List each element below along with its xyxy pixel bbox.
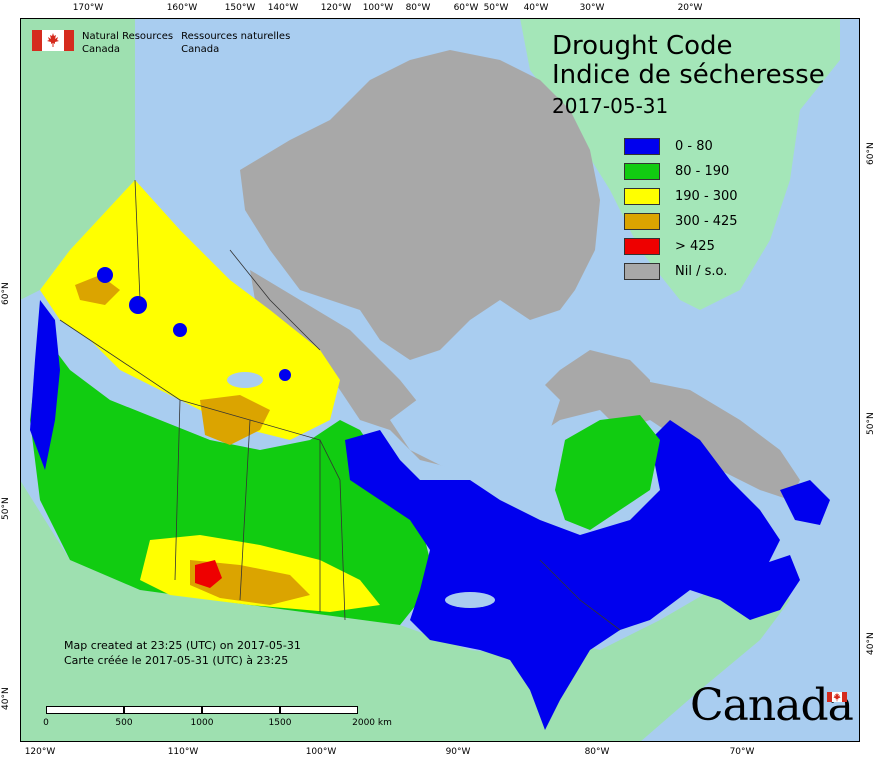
lon-label-top: 30°W	[579, 3, 605, 13]
lat-label-right: 40°N	[866, 632, 876, 655]
legend-label: Nil / s.o.	[675, 264, 728, 279]
legend-label: 300 - 425	[675, 214, 738, 229]
lat-label-left: 60°N	[1, 282, 11, 305]
lat-label-left: 40°N	[1, 687, 11, 710]
lon-label-top: 140°W	[267, 3, 299, 13]
canada-wordmark: Canada	[690, 680, 854, 731]
orange-patch-nw	[75, 275, 120, 305]
quebec-green	[555, 415, 660, 530]
legend-label: 0 - 80	[675, 139, 713, 154]
creation-note: Map created at 23:25 (UTC) on 2017-05-31…	[64, 638, 301, 668]
blue-spot-4	[279, 369, 291, 381]
labrador-nil	[640, 380, 800, 500]
lon-label-top: 120°W	[320, 3, 352, 13]
lon-label-top: 150°W	[224, 3, 256, 13]
lon-label-top: 100°W	[362, 3, 394, 13]
greenland-land	[520, 18, 840, 310]
legend-label: 80 - 190	[675, 164, 730, 179]
lon-label-bottom: 90°W	[445, 747, 471, 757]
legend-swatch	[624, 238, 660, 255]
lake-1	[227, 372, 263, 388]
legend-swatch	[624, 163, 660, 180]
legend-item: 80 - 190	[624, 159, 738, 184]
province-borders	[59, 179, 621, 631]
nrcan-signature: Natural Resources Canada Ressources natu…	[32, 30, 290, 56]
legend-item: 190 - 300	[624, 184, 738, 209]
agency-name-en-line1: Natural Resources	[82, 31, 174, 42]
lon-label-bottom: 80°W	[584, 747, 610, 757]
wordmark-flag-icon	[827, 692, 847, 702]
lon-label-bottom: 110°W	[167, 747, 199, 757]
arctic-islands	[240, 50, 600, 360]
bc-coast-blue	[30, 300, 60, 470]
blue-spot-3	[173, 323, 187, 337]
agency-name-en-line2: Canada	[82, 44, 121, 55]
west-green	[30, 330, 430, 625]
scale-segment	[202, 706, 280, 714]
lon-label-top: 160°W	[166, 3, 198, 13]
lon-label-bottom: 100°W	[305, 747, 337, 757]
agency-name-fr: Ressources naturelles Canada	[181, 30, 290, 56]
west-yellow	[40, 180, 340, 440]
lat-label-left: 50°N	[1, 497, 11, 520]
hudson-bay	[390, 370, 560, 475]
usa-land	[20, 480, 790, 742]
agency-name-fr-line1: Ressources naturelles	[181, 31, 291, 42]
agency-name-fr-line2: Canada	[181, 44, 220, 55]
newfoundland-blue	[780, 480, 830, 525]
title-en: Drought Code	[552, 31, 733, 61]
red-patch	[195, 560, 222, 588]
lon-label-bottom: 70°W	[729, 747, 755, 757]
legend-item: 300 - 425	[624, 209, 738, 234]
blue-spot-2	[129, 296, 147, 314]
scale-label: 2000 km	[352, 718, 392, 728]
legend-swatch	[624, 138, 660, 155]
scale-segment	[280, 706, 358, 714]
lon-label-top: 20°W	[677, 3, 703, 13]
blue-spot-1	[97, 267, 113, 283]
legend-item: > 425	[624, 234, 738, 259]
scale-label: 500	[115, 718, 133, 728]
legend-swatch	[624, 213, 660, 230]
lat-label-right: 50°N	[866, 412, 876, 435]
lon-label-bottom: 120°W	[24, 747, 56, 757]
lon-label-top: 50°W	[483, 3, 509, 13]
lon-label-top: 170°W	[72, 3, 104, 13]
east-blue	[345, 420, 780, 730]
legend-label: 190 - 300	[675, 189, 738, 204]
scale-label: 0	[43, 718, 49, 728]
creation-note-en: Map created at 23:25 (UTC) on 2017-05-31	[64, 639, 301, 652]
lon-label-top: 60°W	[453, 3, 479, 13]
title-fr: Indice de sécheresse	[552, 60, 825, 90]
orange-patch-north	[200, 395, 270, 445]
orange-patch-south	[190, 560, 310, 605]
canada-flag-icon	[32, 30, 74, 51]
lake-2	[445, 592, 495, 608]
legend: 0 - 80 80 - 190 190 - 300 300 - 425 > 42…	[624, 134, 738, 284]
scale-label: 1500	[268, 718, 292, 728]
legend-swatch	[624, 263, 660, 280]
lon-label-top: 40°W	[523, 3, 549, 13]
legend-item: Nil / s.o.	[624, 259, 738, 284]
alaska-land	[20, 18, 135, 300]
legend-item: 0 - 80	[624, 134, 738, 159]
lon-label-top: 80°W	[405, 3, 431, 13]
lat-label-right: 60°N	[866, 142, 876, 165]
scale-segment	[124, 706, 202, 714]
creation-note-fr: Carte créée le 2017-05-31 (UTC) à 23:25	[64, 654, 289, 667]
map-title: Drought Code Indice de sécheresse 2017-0…	[552, 32, 825, 119]
agency-name-en: Natural Resources Canada	[82, 30, 173, 56]
legend-label: > 425	[675, 239, 715, 254]
scale-segment	[46, 706, 124, 714]
scale-label: 1000	[190, 718, 214, 728]
map-date: 2017-05-31	[552, 94, 669, 118]
legend-swatch	[624, 188, 660, 205]
atlantic-blue	[700, 555, 800, 620]
